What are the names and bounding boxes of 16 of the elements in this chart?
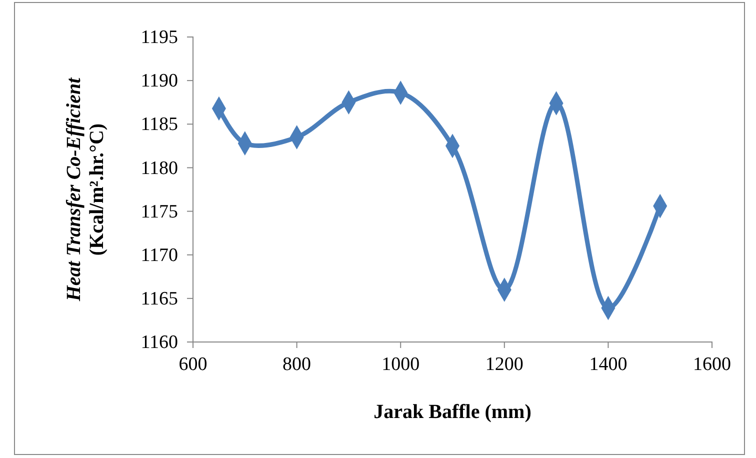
y-tick-label: 1195 [140,27,178,48]
x-tick-label: 1200 [485,354,524,375]
x-axis-title: Jarak Baffle (mm) [374,401,532,423]
x-tick-label: 600 [178,354,208,375]
y-tick-label: 1190 [140,70,178,92]
x-tick-label: 1400 [589,354,628,375]
y-tick-label: 1180 [140,158,178,179]
y-tick-label: 1170 [140,244,178,266]
x-tick-label: 800 [282,354,312,375]
y-axis-title: Heat Transfer Co-Efficient (Kcal/m².hr.°C) [63,76,108,302]
y-tick-label: 1160 [140,332,178,354]
y-tick-label: 1185 [140,114,178,136]
x-tick-label: 1000 [382,354,420,375]
x-tick-label: 1600 [693,354,731,375]
y-tick-label: 1175 [140,201,178,222]
y-tick-label: 1165 [140,288,178,310]
